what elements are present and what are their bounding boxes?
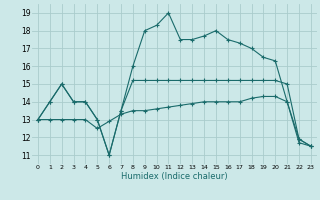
X-axis label: Humidex (Indice chaleur): Humidex (Indice chaleur): [121, 172, 228, 181]
